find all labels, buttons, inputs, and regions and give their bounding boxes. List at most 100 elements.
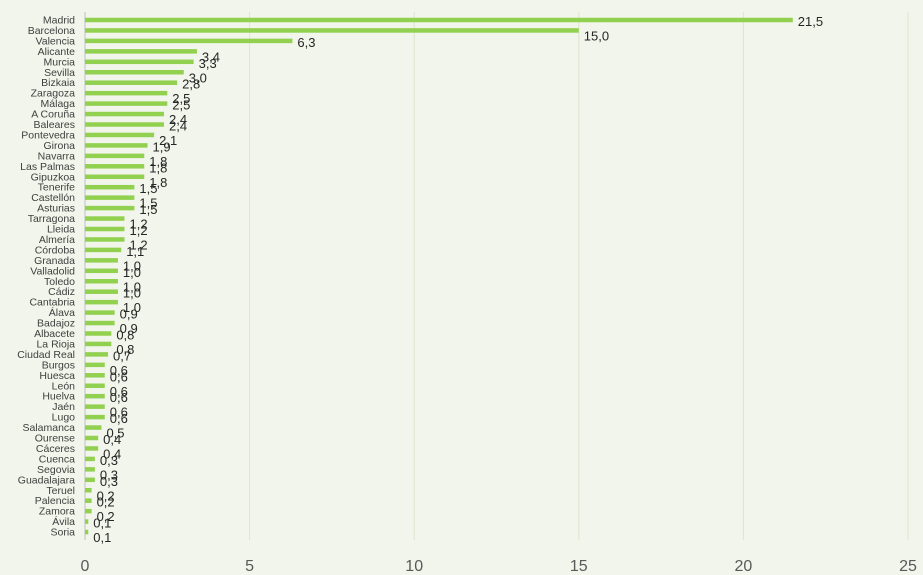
category-label: Huesca (39, 370, 75, 382)
data-label: 3,4 (202, 49, 220, 64)
bar (85, 404, 105, 409)
bar (85, 226, 125, 232)
data-label: 1,2 (130, 217, 148, 232)
category-label: Valencia (36, 35, 76, 47)
category-label: Castellón (31, 192, 75, 204)
bar (85, 529, 89, 535)
data-labels: 21,515,06,33,43,33,02,82,52,52,42,42,11,… (93, 14, 823, 545)
category-label: Teruel (46, 485, 75, 497)
data-label: 3,3 (199, 56, 217, 71)
category-label: Málaga (41, 98, 76, 110)
x-tick-label: 0 (81, 558, 90, 575)
bar (85, 122, 165, 127)
bar (85, 90, 168, 96)
bar (85, 38, 293, 44)
data-label: 1,0 (123, 286, 141, 301)
category-label: Zamora (39, 506, 75, 518)
bar (85, 289, 118, 294)
bars (85, 17, 793, 535)
data-label: 0,6 (110, 390, 128, 405)
category-label: Asturias (37, 203, 75, 215)
data-label: 0,4 (103, 446, 121, 461)
bar (85, 205, 135, 211)
bar (85, 383, 105, 388)
bar (85, 508, 92, 514)
data-label: 2,4 (169, 112, 187, 127)
bar (85, 320, 115, 326)
data-label: 0,2 (97, 509, 115, 524)
data-label: 0,6 (110, 411, 128, 426)
data-label: 0,9 (120, 307, 138, 322)
data-label: 1,1 (126, 244, 144, 259)
data-label: 1,9 (153, 139, 171, 154)
category-label: León (52, 380, 76, 392)
bar (85, 435, 99, 441)
data-label: 2,4 (169, 119, 187, 134)
data-label: 0,6 (110, 384, 128, 399)
bar (85, 498, 92, 503)
category-label: Álava (49, 306, 75, 319)
data-label: 0,9 (120, 321, 138, 336)
data-label: 0,6 (110, 405, 128, 420)
category-label: Alicante (38, 46, 76, 58)
bar (85, 111, 165, 117)
bar (85, 446, 99, 451)
category-label: Palencia (35, 495, 75, 507)
bar (85, 153, 145, 159)
bar (85, 101, 168, 106)
bar (85, 216, 125, 221)
category-label: Albacete (34, 328, 75, 340)
category-label: Soria (50, 527, 75, 539)
bar (85, 268, 118, 274)
bar (85, 258, 118, 263)
category-label: Cádiz (48, 286, 75, 298)
bar (85, 373, 105, 378)
bar (85, 132, 155, 138)
category-label: Badajoz (37, 318, 75, 330)
category-label: Barcelona (28, 25, 75, 37)
category-label: Granada (34, 255, 75, 267)
category-label: Córdoba (35, 244, 75, 256)
category-label: Bizkaia (41, 77, 75, 89)
category-label: Cáceres (36, 443, 75, 455)
bar (85, 341, 112, 347)
gridlines (84, 12, 909, 541)
category-label: Murcia (43, 56, 75, 68)
category-label: Salamanca (22, 422, 75, 434)
data-label: 1,0 (123, 265, 141, 280)
data-label: 1,0 (123, 279, 141, 294)
data-label: 1,8 (149, 160, 167, 175)
bar (85, 28, 579, 33)
data-label: 15,0 (584, 28, 609, 43)
category-label: Gipuzkoa (31, 171, 76, 183)
data-label: 1,2 (130, 237, 148, 252)
category-label: Segovia (37, 464, 75, 476)
bar (85, 310, 115, 315)
data-label: 0,1 (93, 530, 111, 545)
bar (85, 164, 145, 169)
category-label: Guadalajara (18, 474, 75, 486)
bar (85, 17, 793, 23)
data-label: 0,5 (106, 426, 124, 441)
category-label: Zaragoza (31, 88, 76, 100)
category-label: Ávila (52, 515, 75, 528)
bar (85, 456, 95, 462)
data-label: 2,5 (172, 98, 190, 113)
data-label: 1,0 (123, 258, 141, 273)
data-label: 0,6 (110, 369, 128, 384)
data-label: 1,5 (139, 181, 157, 196)
bar (85, 49, 197, 54)
bar (85, 414, 105, 420)
data-label: 1,0 (123, 300, 141, 315)
bar (85, 195, 135, 200)
category-label: Lleida (47, 224, 75, 236)
data-label: 2,1 (159, 133, 177, 148)
data-label: 0,1 (93, 516, 111, 531)
x-tick-label: 25 (899, 558, 917, 575)
bar (85, 477, 95, 483)
bar (85, 80, 178, 85)
category-label: Baleares (34, 119, 75, 131)
category-label: Valladolid (30, 265, 75, 277)
bar (85, 488, 92, 493)
